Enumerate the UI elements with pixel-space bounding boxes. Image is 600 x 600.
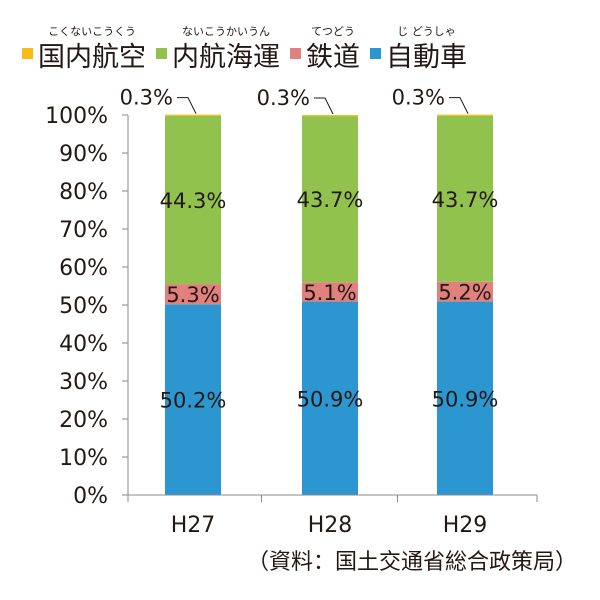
legend-ruby: てつどう [311, 25, 355, 38]
bar-segment---h28 [302, 301, 358, 495]
legend-ruby: じ どうしゃ [397, 25, 456, 38]
y-tick-label: 90% [59, 142, 108, 167]
y-tick-label: 30% [59, 370, 108, 395]
bars: 50.2%5.3%44.3%0.3%50.9%5.1%43.7%0.3%50.9… [120, 86, 499, 495]
source-note: （資料：国土交通省総合政策局） [247, 550, 577, 575]
bar-segment---h27 [165, 115, 221, 285]
bar-group-h27: 50.2% 5.3% 44.3% 0.3% [120, 86, 227, 495]
legend-label: 国内航空 [38, 42, 146, 73]
x-axis: H27 H28 H29 [127, 494, 538, 538]
data-label: 5.3% [166, 283, 219, 307]
data-label: 5.1% [303, 281, 356, 305]
data-label: 44.3% [160, 189, 227, 213]
data-label: 43.7% [432, 188, 499, 212]
bar-segment---h29 [437, 281, 493, 302]
bar-segment---h27 [165, 304, 221, 495]
legend-swatch [370, 48, 381, 59]
y-tick-label: 0% [73, 484, 108, 509]
bar-segment---h28 [302, 116, 358, 283]
legend-label: 自動車 [386, 42, 467, 73]
y-tick-label: 20% [59, 408, 108, 433]
legend-item-2: 内航海運 ないこうかいうん [156, 25, 280, 73]
legend-ruby: こくないこうくう [48, 25, 136, 38]
bar-group-h29: 50.9% 5.2% 43.7% 0.3% [392, 86, 499, 495]
bar-segment---h27 [165, 114, 221, 116]
data-label: 43.7% [297, 188, 364, 212]
bar-segment---h28 [302, 115, 358, 117]
data-label-callout: 0.3% [392, 86, 445, 110]
bar-group-h28: 50.9% 5.1% 43.7% 0.3% [257, 86, 364, 495]
y-tick-label: 50% [59, 294, 108, 319]
legend-swatch [22, 48, 33, 59]
data-label: 50.9% [297, 387, 364, 411]
y-tick-label: 70% [59, 218, 108, 243]
bar-segment---h27 [165, 284, 221, 305]
x-tick-label: H28 [308, 513, 353, 538]
data-label: 50.2% [160, 389, 227, 413]
data-label-callout: 0.3% [120, 86, 173, 110]
data-label-callout: 0.3% [257, 86, 310, 110]
y-tick-label: 100% [45, 104, 108, 129]
legend-label: 鉄道 [306, 42, 360, 73]
bar-segment---h28 [302, 282, 358, 302]
bar-segment---h29 [437, 115, 493, 282]
y-tick-label: 60% [59, 256, 108, 281]
legend-swatch [156, 48, 167, 59]
legend-ruby: ないこうかいうん [182, 25, 270, 38]
y-tick-label: 80% [59, 180, 108, 205]
y-axis: 0% 10% 20% 30% 40% 50% 60% 70% 80% 90% 100% [45, 104, 129, 509]
bar-segment---h29 [437, 114, 493, 116]
legend-label: 内航海運 [172, 42, 280, 73]
callout-leader [177, 97, 197, 114]
data-label: 50.9% [432, 387, 499, 411]
bar-segment---h29 [437, 301, 493, 495]
x-tick-label: H29 [443, 513, 488, 538]
y-tick-label: 10% [59, 446, 108, 471]
x-tick-label: H27 [171, 513, 216, 538]
y-tick-label: 40% [59, 332, 108, 357]
callout-leader [314, 97, 334, 115]
legend-item-1: 国内航空 こくないこうくう [22, 25, 146, 73]
callout-leader [449, 97, 469, 114]
data-label: 5.2% [438, 281, 491, 305]
legend-swatch [290, 48, 301, 59]
